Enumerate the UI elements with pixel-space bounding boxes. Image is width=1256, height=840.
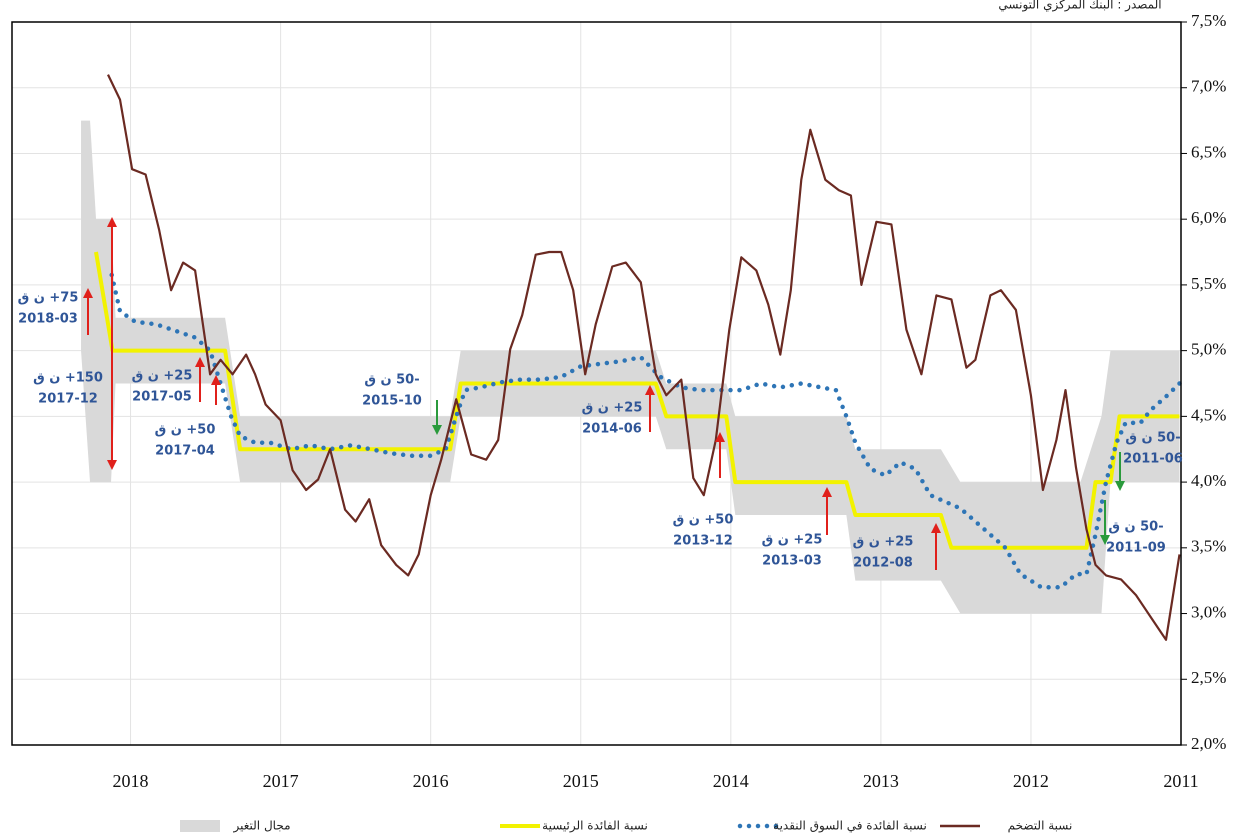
y-tick-label: 4,0% xyxy=(1191,471,1226,490)
annotation-change: -50 ن ق xyxy=(364,373,419,388)
annotation-change: 50+ ن ق xyxy=(155,423,216,438)
x-tick-label: 2017 xyxy=(263,771,299,791)
annotation-date: 2017-04 xyxy=(155,444,215,459)
y-tick-label: 5,0% xyxy=(1191,340,1226,359)
legend-label: نسبة الفائدة في السوق النقدية xyxy=(773,819,927,834)
annotation-change: 25+ ن ق xyxy=(853,535,914,550)
annotation-change: -50 ن ق xyxy=(1108,520,1163,535)
y-tick-label: 2,0% xyxy=(1191,734,1226,753)
y-tick-label: 6,5% xyxy=(1191,142,1226,161)
y-tick-label: 2,5% xyxy=(1191,668,1226,687)
x-tick-label: 2018 xyxy=(113,771,149,791)
legend-label: نسبة التضخم xyxy=(1008,819,1073,833)
range-band xyxy=(81,120,1180,614)
annotation-date: 2012-08 xyxy=(853,556,913,571)
line xyxy=(94,251,1180,550)
annotation-date: 2017-05 xyxy=(132,390,192,405)
dotted-line xyxy=(108,269,1182,590)
annotation-date: 2013-12 xyxy=(673,534,733,549)
y-tick-label: 5,5% xyxy=(1191,274,1226,293)
x-tick-label: 2016 xyxy=(413,771,449,791)
annotation-date: 2018-03 xyxy=(18,312,78,327)
source-note: المصدر : البنك المركزي التونسي xyxy=(998,0,1161,13)
legend-label: مجال التغير xyxy=(232,819,290,834)
annotation-change: 25+ ن ق xyxy=(132,369,193,384)
y-tick-label: 7,0% xyxy=(1191,77,1226,96)
y-tick-label: 3,0% xyxy=(1191,602,1226,621)
legend-swatch xyxy=(180,820,220,832)
annotation-change: 25+ ن ق xyxy=(582,401,643,416)
annotation-date: 2013-03 xyxy=(762,554,822,569)
annotation-change: 25+ ن ق xyxy=(762,533,823,548)
x-tick-label: 2013 xyxy=(863,771,899,791)
annotation-change: 50+ ن ق xyxy=(673,513,734,528)
y-tick-label: 3,5% xyxy=(1191,537,1226,556)
line xyxy=(107,74,1181,641)
x-tick-label: 2015 xyxy=(563,771,599,791)
annotation-change: 150+ ن ق xyxy=(33,371,103,386)
annotation-change: 75+ ن ق xyxy=(18,291,79,306)
annotation-date: 2017-12 xyxy=(38,392,98,407)
y-tick-label: 7,5% xyxy=(1191,11,1226,30)
annotation-date: 2014-06 xyxy=(582,422,642,437)
annotation-date: 2011-06 xyxy=(1123,452,1183,467)
x-tick-label: 2014 xyxy=(713,771,749,791)
legend-label: نسبة الفائدة الرئيسية xyxy=(542,819,648,834)
annotation-change: -50 ن ق xyxy=(1125,431,1180,446)
y-tick-label: 4,5% xyxy=(1191,405,1226,424)
plot-border xyxy=(11,21,1182,746)
annotation-date: 2011-09 xyxy=(1106,541,1166,556)
x-tick-label: 2011 xyxy=(1163,771,1198,791)
x-tick-label: 2012 xyxy=(1013,771,1049,791)
annotation-date: 2015-10 xyxy=(362,394,422,409)
y-tick-label: 6,0% xyxy=(1191,208,1226,227)
